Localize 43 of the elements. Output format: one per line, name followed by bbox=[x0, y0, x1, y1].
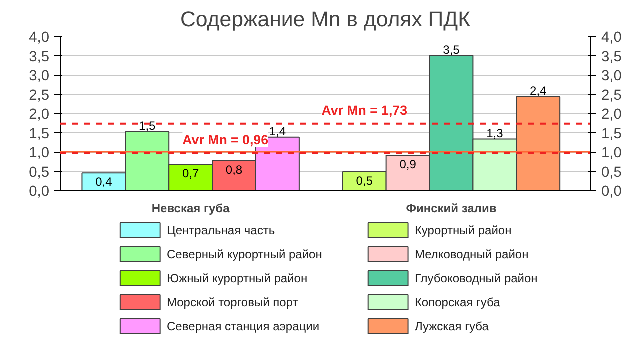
y2-tick-label: 4,0 bbox=[602, 30, 622, 46]
legend-label: Копорская губа bbox=[414, 296, 501, 310]
data-label: 3,5 bbox=[443, 42, 460, 57]
data-label: 0,7 bbox=[182, 166, 200, 181]
y-tick-label: 0,5 bbox=[29, 164, 50, 181]
data-label: 0,5 bbox=[356, 174, 374, 188]
y-tick-label: 3,0 bbox=[29, 68, 50, 84]
legend-label: Центральная часть bbox=[167, 224, 276, 238]
y2-tick-label: 1,5 bbox=[602, 126, 622, 142]
data-label: 1,4 bbox=[269, 124, 286, 138]
chart-title: Содержание Mn в долях ПДК bbox=[180, 8, 472, 32]
legend-label: Глубоководный район bbox=[414, 272, 538, 286]
y-tick-label: 0,0 bbox=[29, 184, 50, 200]
y2-tick-label: 0,5 bbox=[602, 164, 622, 181]
data-label: 2,4 bbox=[530, 84, 548, 98]
y-tick-label: 4,0 bbox=[29, 30, 50, 46]
y-tick-label: 2,0 bbox=[29, 107, 50, 123]
y2-tick-label: 3,0 bbox=[602, 68, 622, 84]
y-tick-label: 1,0 bbox=[29, 146, 50, 162]
data-label: 0,4 bbox=[96, 175, 113, 190]
legend-label: Лужская губа bbox=[414, 320, 490, 334]
y-tick-label: 3,5 bbox=[29, 49, 50, 66]
y2-tick-label: 1,0 bbox=[602, 146, 622, 162]
legend-label: Мелководный район bbox=[414, 248, 529, 262]
x-tick-label: Невская губа bbox=[152, 202, 230, 216]
data-label: 1,3 bbox=[486, 126, 504, 140]
legend-label: Морской торговый порт bbox=[167, 296, 299, 310]
data-label: 0,8 bbox=[226, 162, 243, 177]
legend-label: Южный курортный район bbox=[167, 272, 308, 286]
legend-label: Курортный район bbox=[414, 224, 512, 238]
y2-tick-label: 3,5 bbox=[602, 49, 622, 66]
y2-tick-label: 2,5 bbox=[602, 88, 622, 104]
x-tick-label: Финский залив bbox=[406, 202, 497, 216]
data-label: 1,5 bbox=[139, 118, 156, 133]
ref-line-label: Avr Mn = 0,96 bbox=[182, 132, 268, 148]
y2-tick-label: 0,0 bbox=[602, 184, 622, 200]
ref-line-label: Avr Mn = 1,73 bbox=[322, 102, 408, 118]
y-tick-label: 1,5 bbox=[29, 126, 50, 142]
legend-label: Северная станция аэрации bbox=[167, 320, 320, 334]
legend-label: Северный курортный район bbox=[167, 248, 322, 262]
data-label: 0,9 bbox=[400, 157, 417, 172]
y-tick-label: 2,5 bbox=[29, 88, 50, 104]
y2-tick-label: 2,0 bbox=[602, 107, 622, 123]
